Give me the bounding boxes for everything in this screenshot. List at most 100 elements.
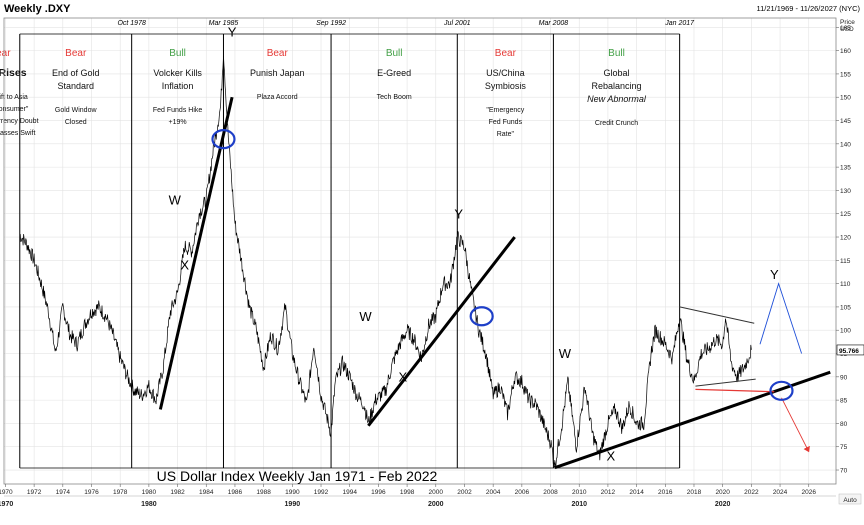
y-tick-label: 150 [840, 95, 851, 102]
period-label: Bear [0, 48, 11, 59]
x-tick-label: 1982 [170, 489, 185, 496]
x-tick-label: 1994 [342, 489, 357, 496]
period-headline: US/China [486, 68, 525, 78]
trendline [679, 306, 755, 324]
x-tick-label: 2000 [429, 489, 444, 496]
period-label: Bear [495, 48, 517, 59]
decade-label: 2020 [715, 501, 731, 508]
y-tick-label: 155 [840, 71, 851, 78]
period-headline: End of Gold [52, 68, 100, 78]
y-tick-label: 90 [840, 374, 848, 381]
auto-scale-box [838, 493, 862, 505]
y-tick-label: 110 [840, 281, 851, 288]
x-tick-label: 1978 [113, 489, 128, 496]
y-tick-label: 135 [840, 165, 851, 172]
y-tick-label: 140 [840, 141, 851, 148]
x-tick-label: 2008 [543, 489, 558, 496]
y-tick-label: 120 [840, 235, 851, 242]
last-price-box [836, 344, 864, 356]
x-tick-label: 1992 [314, 489, 329, 496]
auto-scale-label: Auto [843, 497, 857, 504]
chart-title: US Dollar Index Weekly Jan 1971 - Feb 20… [157, 468, 438, 484]
period-subheadline: New Abnormal [587, 94, 647, 104]
period-note: E-yuan bypasses Swift [0, 130, 35, 137]
period-label: Bear [65, 48, 87, 59]
wave-label: X [606, 449, 615, 464]
y-tick-label: 160 [840, 48, 851, 55]
x-tick-label: 2016 [658, 489, 673, 496]
decade-label: 1990 [285, 501, 301, 508]
x-tick-label: 2010 [572, 489, 587, 496]
period-date-label: Oct 1978 [117, 20, 146, 27]
plot-frame [3, 17, 837, 485]
period-note: Tech Boom [377, 94, 412, 101]
axes: 7075808590951001051101151201251301351401… [0, 17, 864, 508]
x-tick-label: 1990 [285, 489, 300, 496]
x-tick-label: 1998 [400, 489, 415, 496]
period-label: Bull [386, 48, 403, 59]
wave-label: W [169, 192, 182, 207]
x-tick-label: 2024 [773, 489, 788, 496]
x-tick-label: 1980 [142, 489, 157, 496]
period-headline: Volcker Kills [153, 68, 202, 78]
x-tick-label: 2002 [457, 489, 472, 496]
period-note: Closed [65, 119, 87, 126]
period-date-label: Jan 2017 [664, 20, 695, 27]
wave-label: X [398, 369, 407, 384]
period-label: Bull [169, 48, 186, 59]
y-tick-label: 80 [840, 421, 848, 428]
period-headline: Global [604, 68, 630, 78]
x-tick-label: 2018 [687, 489, 702, 496]
projection-path [781, 397, 810, 453]
y-axis-title-line: USD [840, 26, 854, 33]
price-line [19, 55, 752, 468]
period-note: Gold Window [55, 107, 98, 114]
y-tick-label: 100 [840, 328, 851, 335]
period-headline: Standard [57, 81, 94, 91]
breakout-circle [211, 129, 236, 150]
projection-path [759, 282, 803, 354]
decade-label: 1970 [0, 501, 13, 508]
wave-label: W [359, 309, 372, 324]
period-headline: E-Greed [377, 68, 411, 78]
period-headline: Rebalancing [592, 81, 642, 91]
period-annotations: Bear End of Gold Standard Gold Window Closed… [0, 48, 647, 138]
y-tick-label: 85 [840, 398, 848, 405]
x-tick-label: 1974 [56, 489, 71, 496]
period-date-label: Mar 1985 [209, 20, 239, 27]
period-note: Plaza Accord [257, 94, 298, 101]
x-tick-label: 1996 [371, 489, 386, 496]
y-tick-label: 145 [840, 118, 851, 125]
period-note: "Asian Consumer" [0, 106, 29, 113]
x-tick-label: 2006 [515, 489, 530, 496]
trendline [695, 378, 756, 387]
y-tick-label: 70 [840, 468, 848, 475]
x-tick-label: 2012 [601, 489, 616, 496]
period-note: Rate" [497, 131, 515, 138]
x-tick-label: 1988 [256, 489, 271, 496]
period-date-label: Mar 2008 [539, 20, 569, 27]
last-price-label: 95.766 [839, 348, 859, 355]
wave-label: X [180, 258, 189, 273]
period-headline: Inflation [162, 81, 194, 91]
y-axis-title-line: Price [840, 19, 855, 26]
period-headline: Asia Rises [0, 67, 27, 79]
period-note: Credit Crunch [595, 120, 638, 127]
breakout-circle [769, 380, 794, 401]
period-note: Fed Funds Hike [153, 107, 203, 114]
x-tick-label: 1976 [84, 489, 99, 496]
trendline [554, 370, 831, 470]
trendline [695, 388, 775, 393]
breakout-circle [469, 306, 494, 327]
y-tick-label: 165 [840, 25, 851, 32]
period-headline: Punish Japan [250, 68, 305, 78]
x-tick-label: 1984 [199, 489, 214, 496]
wave-label: Y [770, 267, 779, 282]
x-tick-label: 2026 [802, 489, 817, 496]
x-tick-label: 1986 [228, 489, 243, 496]
wave-label: W [559, 346, 572, 361]
x-tick-label: 1972 [27, 489, 42, 496]
period-date-label: Sep 1992 [316, 20, 346, 27]
